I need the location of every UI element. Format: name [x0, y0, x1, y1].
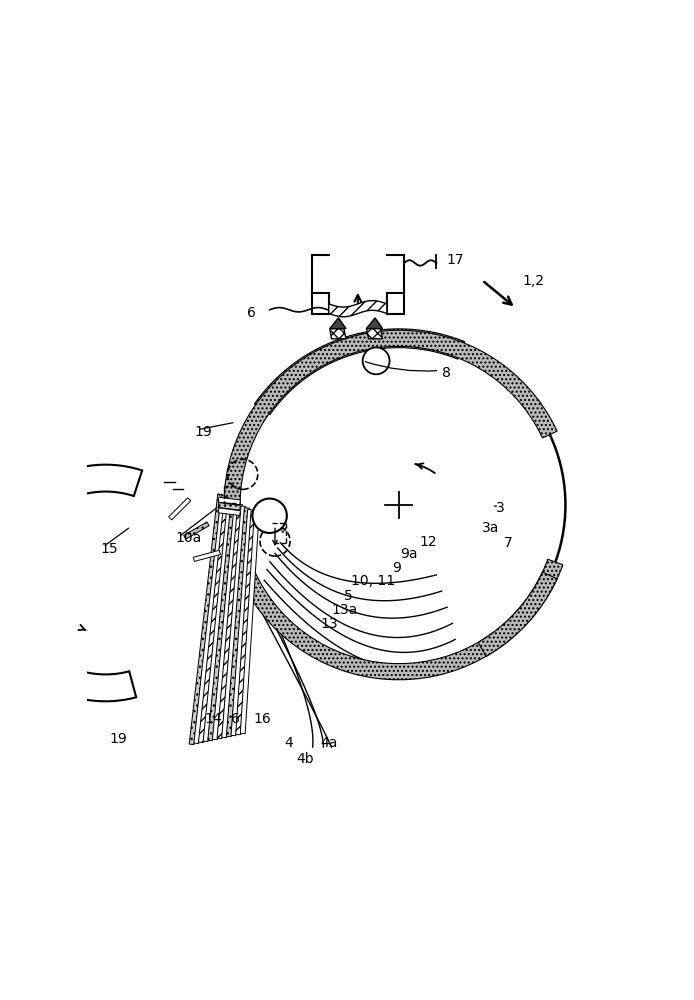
Text: 4a: 4a	[321, 736, 338, 750]
Text: 19: 19	[110, 732, 127, 746]
Text: 8: 8	[442, 366, 450, 380]
Polygon shape	[236, 511, 256, 735]
Polygon shape	[329, 301, 387, 317]
Circle shape	[363, 347, 389, 374]
Polygon shape	[218, 503, 240, 510]
Text: 17: 17	[446, 253, 464, 267]
Text: 19: 19	[194, 425, 212, 439]
Text: 6: 6	[247, 306, 256, 320]
Text: 16: 16	[253, 712, 271, 726]
Polygon shape	[208, 501, 236, 741]
Polygon shape	[217, 504, 242, 739]
Text: 10a: 10a	[176, 531, 202, 545]
Text: 3: 3	[496, 501, 505, 515]
Polygon shape	[231, 509, 253, 736]
Text: 10, 11: 10, 11	[351, 574, 396, 588]
Text: 7: 7	[504, 536, 512, 550]
Text: 4: 4	[285, 736, 294, 750]
Text: 13: 13	[321, 617, 339, 631]
Text: 3a: 3a	[482, 521, 500, 535]
Polygon shape	[169, 498, 191, 520]
Polygon shape	[218, 508, 240, 515]
Text: 9a: 9a	[400, 547, 417, 561]
Polygon shape	[203, 499, 232, 742]
Text: 6: 6	[231, 712, 239, 726]
Polygon shape	[194, 496, 226, 744]
Polygon shape	[194, 550, 221, 561]
Text: 13a: 13a	[332, 603, 357, 617]
Text: 5: 5	[344, 589, 353, 603]
Polygon shape	[366, 318, 382, 329]
Polygon shape	[240, 513, 259, 734]
Polygon shape	[330, 318, 346, 329]
Text: 9: 9	[392, 561, 401, 575]
Text: 1,2: 1,2	[523, 274, 544, 288]
Polygon shape	[255, 342, 340, 415]
Polygon shape	[212, 503, 239, 740]
Polygon shape	[184, 522, 209, 539]
Polygon shape	[218, 497, 240, 505]
Circle shape	[253, 499, 287, 533]
Text: 4b: 4b	[296, 752, 314, 766]
Text: 14: 14	[204, 712, 221, 726]
Polygon shape	[332, 329, 465, 359]
Polygon shape	[0, 465, 142, 701]
Polygon shape	[198, 497, 229, 743]
Polygon shape	[366, 329, 382, 339]
Polygon shape	[222, 506, 246, 738]
Text: v: v	[279, 525, 285, 535]
Polygon shape	[226, 508, 249, 737]
Polygon shape	[189, 494, 223, 745]
Text: 12: 12	[419, 535, 437, 549]
Polygon shape	[224, 330, 563, 680]
Text: 15: 15	[100, 542, 118, 556]
Polygon shape	[478, 572, 557, 656]
Polygon shape	[330, 329, 346, 339]
